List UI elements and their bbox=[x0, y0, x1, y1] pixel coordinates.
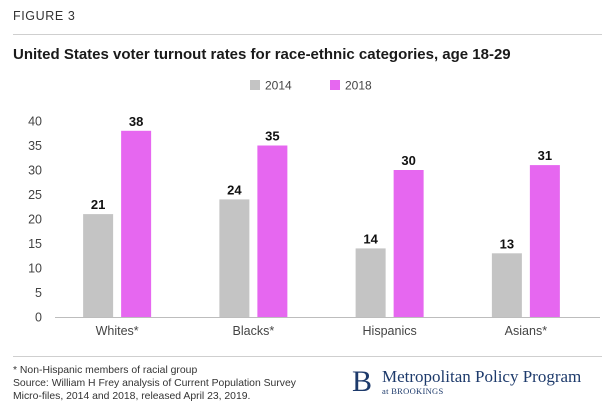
y-tick-label: 40 bbox=[28, 115, 42, 129]
y-tick-label: 5 bbox=[35, 286, 42, 300]
brookings-logo: B Metropolitan Policy Program at BROOKIN… bbox=[352, 365, 581, 399]
data-label: 13 bbox=[500, 236, 514, 251]
data-label: 24 bbox=[227, 182, 242, 197]
bottom-divider bbox=[13, 356, 602, 357]
bar-2014-whites bbox=[83, 214, 114, 317]
bar-2018-blacks bbox=[257, 145, 288, 317]
bar-2018-whites bbox=[121, 130, 152, 317]
bar-2014-hispanics bbox=[355, 248, 386, 317]
bar-chart: 2014 2018 0 5 10 15 20 25 30 35 40 21 38 Whites* 24 35 B… bbox=[28, 79, 600, 338]
y-tick-label: 25 bbox=[28, 188, 42, 202]
y-tick-label: 30 bbox=[28, 164, 42, 178]
legend-label-2014: 2014 bbox=[265, 79, 292, 93]
affiliation-org: BROOKINGS bbox=[391, 385, 444, 396]
bar-2014-asians bbox=[491, 253, 522, 317]
footnote: * Non-Hispanic members of racial group S… bbox=[13, 364, 343, 403]
affiliation-at: at bbox=[382, 385, 389, 396]
top-divider bbox=[13, 34, 602, 35]
x-tick-label: Asians* bbox=[505, 324, 548, 338]
x-tick-label: Whites* bbox=[96, 324, 139, 338]
x-tick-label: Hispanics bbox=[363, 324, 417, 338]
footnote-source-line2: Micro-files, 2014 and 2018, released Apr… bbox=[13, 391, 251, 402]
data-label: 38 bbox=[129, 114, 143, 129]
y-tick-label: 15 bbox=[28, 237, 42, 251]
legend-label-2018: 2018 bbox=[345, 79, 372, 93]
program-affiliation: at BROOKINGS bbox=[382, 386, 581, 397]
legend-swatch-2018 bbox=[330, 80, 340, 90]
data-label: 31 bbox=[538, 148, 552, 163]
y-tick-label: 20 bbox=[28, 213, 42, 227]
y-tick-label: 10 bbox=[28, 262, 42, 276]
bar-2018-asians bbox=[529, 165, 560, 317]
figure-label: FIGURE 3 bbox=[13, 9, 76, 23]
x-tick-label: Blacks* bbox=[233, 324, 275, 338]
footnote-asterisk-note: * Non-Hispanic members of racial group bbox=[13, 365, 198, 376]
bar-2014-blacks bbox=[219, 199, 250, 317]
data-label: 21 bbox=[91, 197, 105, 212]
program-name: Metropolitan Policy Program bbox=[382, 366, 582, 386]
data-label: 30 bbox=[401, 153, 415, 168]
footnote-source-line1: Source: William H Frey analysis of Curre… bbox=[13, 378, 296, 389]
y-tick-label: 0 bbox=[35, 311, 42, 325]
legend-swatch-2014 bbox=[250, 80, 260, 90]
data-label: 35 bbox=[265, 129, 279, 144]
y-tick-label: 35 bbox=[28, 139, 42, 153]
brookings-b-mark: B bbox=[352, 365, 373, 398]
bar-2018-hispanics bbox=[393, 170, 424, 317]
data-label: 14 bbox=[363, 231, 378, 246]
chart-title: United States voter turnout rates for ra… bbox=[13, 46, 511, 63]
